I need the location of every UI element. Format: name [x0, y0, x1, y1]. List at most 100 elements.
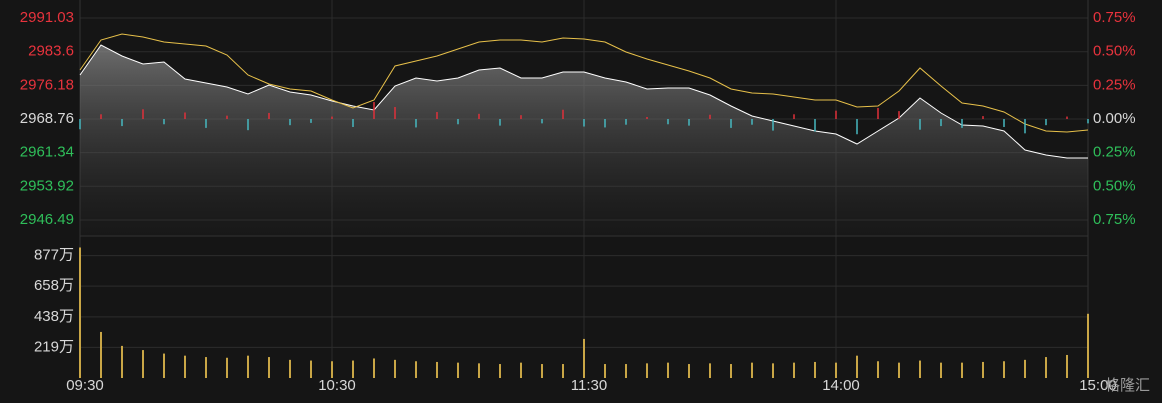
y-tick-label: 2983.6 — [28, 43, 74, 60]
momentum-bar — [415, 119, 417, 128]
momentum-bar — [877, 107, 879, 119]
volume-bar — [667, 362, 669, 378]
momentum-bar — [142, 109, 144, 119]
momentum-bar — [982, 116, 984, 119]
y2-tick-label: 0.50% — [1093, 177, 1136, 194]
x-tick-label: 11:30 — [571, 377, 607, 394]
momentum-bar — [226, 115, 228, 119]
series-line — [79, 33, 1089, 133]
volume-bar — [961, 362, 963, 378]
volume-bar — [352, 360, 354, 378]
momentum-bar — [814, 119, 816, 132]
momentum-bar — [835, 110, 837, 119]
momentum-bar — [646, 117, 648, 119]
volume-bar — [1087, 313, 1089, 378]
momentum-bar — [1003, 119, 1005, 127]
volume-bar — [205, 357, 207, 378]
y2-tick-label: 0.25% — [1093, 144, 1136, 161]
volume-bar — [100, 331, 102, 378]
momentum-bar — [163, 119, 165, 125]
volume-bar — [730, 364, 732, 378]
momentum-bar — [247, 119, 249, 131]
momentum-bar — [772, 119, 774, 131]
volume-bar — [1003, 361, 1005, 378]
volume-bar — [184, 355, 186, 378]
y-tick-label: 2953.92 — [20, 177, 74, 194]
momentum-bar — [100, 114, 102, 119]
momentum-bar — [268, 112, 270, 119]
x-tick-label: 14:00 — [822, 377, 860, 394]
volume-bar — [814, 361, 816, 378]
volume-bar — [583, 338, 585, 378]
volume-bar — [457, 362, 459, 378]
momentum-bar — [520, 115, 522, 119]
momentum-bar — [583, 119, 585, 127]
volume-bar — [772, 363, 774, 378]
volume-bar — [331, 361, 333, 378]
momentum-bar — [310, 119, 312, 123]
volume-bar — [394, 359, 396, 378]
momentum-bar — [961, 119, 963, 128]
volume-bar — [709, 363, 711, 378]
y2-tick-label: 0.25% — [1093, 76, 1136, 93]
momentum-bar — [688, 119, 690, 126]
volume-bar — [289, 359, 291, 378]
y2-tick-label: 0.75% — [1093, 211, 1136, 228]
x-tick-label: 15:00 — [1079, 377, 1117, 394]
y-tick-label: 2961.34 — [20, 144, 74, 161]
volume-bar — [646, 363, 648, 378]
momentum-bar — [1066, 116, 1068, 119]
momentum-bar — [331, 116, 333, 119]
volume-bar — [604, 364, 606, 378]
momentum-bar — [289, 119, 291, 126]
volume-bar — [1024, 359, 1026, 378]
volume-bar — [163, 353, 165, 378]
volume-bar — [898, 362, 900, 378]
volume-bar — [1045, 357, 1047, 378]
volume-bar — [247, 355, 249, 378]
volume-bar — [625, 364, 627, 378]
y-tick-label: 2976.18 — [20, 76, 74, 93]
y-tick-label: 219万 — [34, 338, 74, 355]
momentum-bar — [793, 114, 795, 119]
momentum-bar — [436, 112, 438, 119]
momentum-bar — [79, 119, 81, 130]
x-tick-label: 09:30 — [66, 377, 104, 394]
momentum-bar — [457, 119, 459, 125]
momentum-bar — [625, 119, 627, 125]
y2-tick-label: 0.00% — [1093, 110, 1136, 127]
volume-bar — [877, 361, 879, 378]
momentum-bar — [121, 119, 123, 127]
momentum-bar — [499, 119, 501, 126]
momentum-bar — [184, 112, 186, 119]
volume-bar — [142, 350, 144, 378]
volume-bar — [226, 357, 228, 378]
momentum-bar — [856, 119, 858, 135]
y-tick-label: 877万 — [34, 247, 74, 264]
momentum-bar — [205, 119, 207, 128]
volume-bar — [793, 362, 795, 378]
volume-bar — [919, 360, 921, 378]
momentum-bar — [667, 119, 669, 125]
volume-bar — [751, 362, 753, 378]
momentum-bar — [709, 114, 711, 119]
y-tick-label: 438万 — [34, 308, 74, 325]
y-tick-label: 2991.03 — [20, 9, 74, 26]
volume-bar — [856, 355, 858, 378]
watermark: 格隆汇 — [1105, 377, 1150, 394]
volume-bar — [499, 364, 501, 378]
momentum-bar — [604, 119, 606, 128]
volume-bar — [79, 247, 81, 378]
x-tick-label: 10:30 — [318, 377, 356, 394]
volume-bar — [478, 363, 480, 378]
y-tick-label: 2946.49 — [20, 211, 74, 228]
momentum-bar — [1045, 119, 1047, 126]
volume-bar — [436, 361, 438, 378]
volume-bar — [940, 362, 942, 378]
momentum-bar — [730, 119, 732, 128]
y2-tick-label: 0.50% — [1093, 43, 1136, 60]
y-tick-label: 658万 — [34, 277, 74, 294]
momentum-bar — [1087, 119, 1089, 124]
volume-bar — [688, 364, 690, 378]
